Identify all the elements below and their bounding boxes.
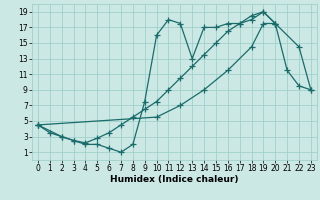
X-axis label: Humidex (Indice chaleur): Humidex (Indice chaleur)	[110, 175, 239, 184]
